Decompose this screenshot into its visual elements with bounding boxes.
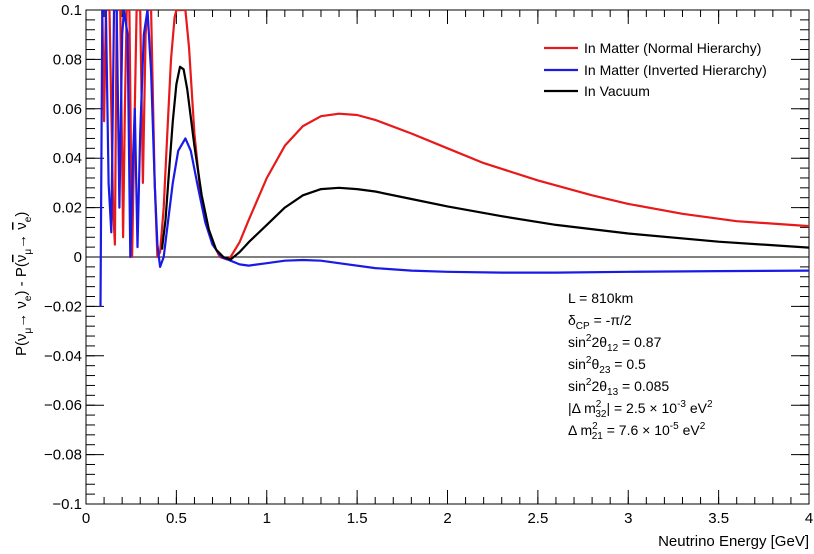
x-tick-label: 3 [624, 510, 632, 527]
legend-label-vacuum: In Vacuum [584, 83, 650, 99]
y-tick-label: −0.02 [44, 298, 82, 315]
series-line-inverted-hierarchy [99, 10, 809, 307]
x-tick-label: 2 [443, 510, 451, 527]
series-lines [99, 10, 809, 307]
y-tick-label: 0.04 [53, 150, 82, 167]
y-tick-label: 0 [74, 249, 82, 266]
x-tick-label: 4 [805, 510, 813, 527]
y-tick-label: −0.1 [52, 496, 82, 513]
y-tick-label: −0.06 [44, 397, 82, 414]
param-sin13: sin22θ13 = 0.085 [568, 377, 669, 398]
y-tick-label: 0.06 [53, 101, 82, 118]
series-line-vacuum [160, 65, 809, 261]
tick-labels: 0 0.5 1 1.5 2 2.5 3 3.5 40.10.080.060.040.020−0.… [44, 2, 813, 527]
y-tick-label: −0.04 [44, 348, 82, 365]
y-axis-title: P(νμ→ νe) - P(νμ→ νe) [13, 212, 34, 356]
x-tick-label: 2.5 [527, 510, 548, 527]
param-baseline: L = 810km [568, 290, 633, 306]
series-line-normal-hierarchy [101, 10, 809, 261]
y-tick-label: 0.02 [53, 200, 82, 217]
param-dm32: |Δ m2 32| = 2.5 × 10-3 eV2 [568, 399, 713, 420]
legend-label-normal: In Matter (Normal Hierarchy) [584, 40, 761, 56]
param-sin23: sin2θ23 = 0.5 [568, 355, 646, 376]
x-axis-title: Neutrino Energy [GeV] [658, 533, 809, 550]
y-tick-label: −0.08 [44, 447, 82, 464]
x-tick-label: 1 [263, 510, 271, 527]
param-sin12: sin22θ12 = 0.87 [568, 333, 662, 354]
legend: In Matter (Normal Hierarchy) In Matter (… [544, 40, 767, 99]
param-delta-cp: δCP = -π/2 [568, 312, 632, 332]
x-tick-label: 0.5 [166, 510, 187, 527]
x-tick-label: 3.5 [708, 510, 729, 527]
parameters-box: L = 810km δCP = -π/2 sin22θ12 = 0.87 sin… [568, 290, 713, 442]
axis-ticks [85, 9, 810, 505]
x-tick-label: 0 [82, 510, 90, 527]
x-tick-label: 1.5 [347, 510, 368, 527]
y-tick-label: 0.1 [61, 2, 82, 19]
legend-label-inverted: In Matter (Inverted Hierarchy) [584, 62, 767, 78]
param-dm21: Δ m2 21 = 7.6 × 10-5 eV2 [568, 421, 706, 442]
y-tick-label: 0.08 [53, 51, 82, 68]
